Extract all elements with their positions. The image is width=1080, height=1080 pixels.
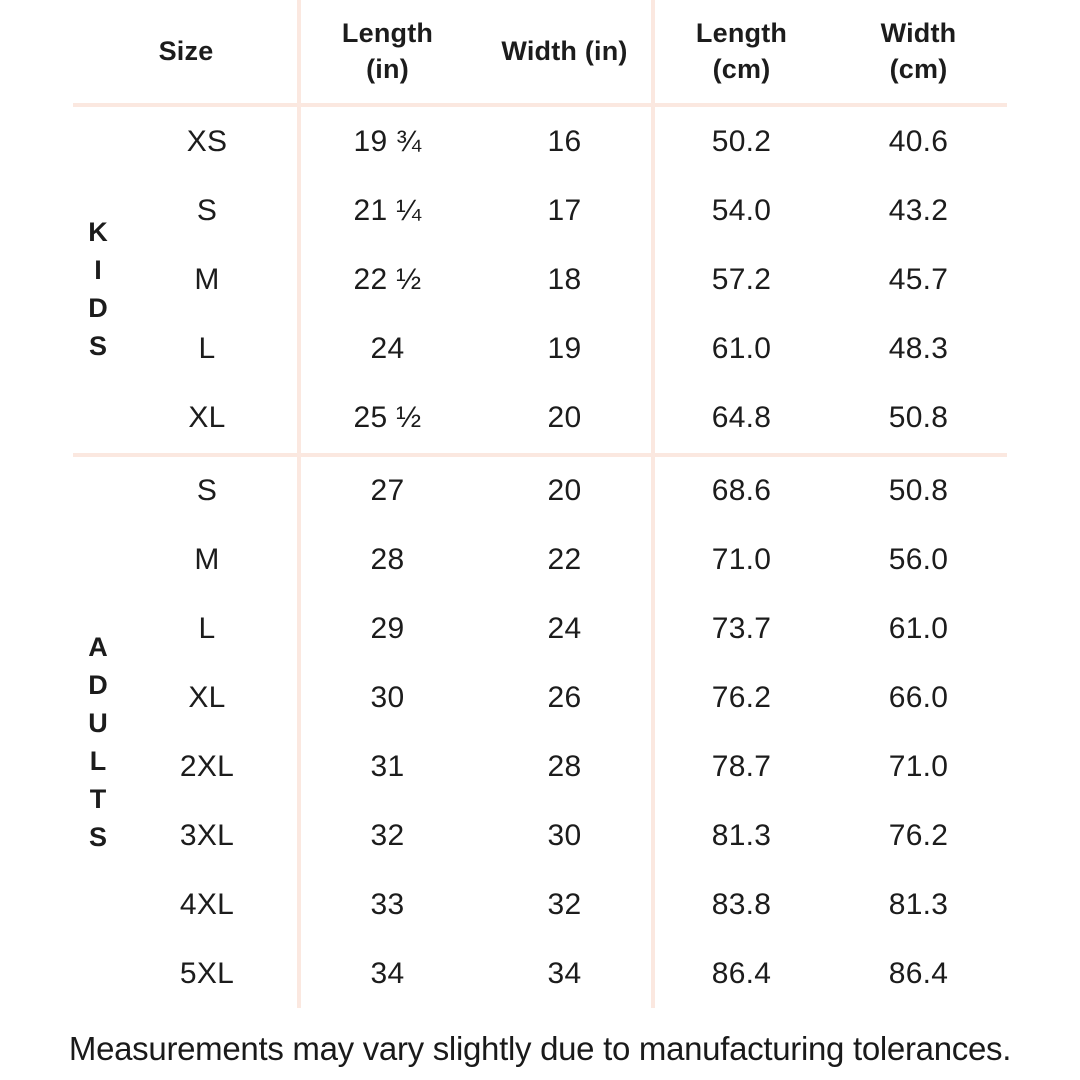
width-cm-cell: 45.7: [888, 262, 949, 296]
width-cm-cell: 81.3: [888, 887, 949, 921]
size-cell: S: [196, 193, 218, 227]
size-cell: 2XL: [179, 749, 235, 783]
width-cm-cell: 66.0: [888, 681, 949, 715]
size-cell: L: [198, 612, 216, 646]
group-label-adults: ADULTS: [83, 632, 113, 860]
group-label-kids: KIDS: [83, 217, 113, 369]
table-header: Size Length (in) Width (in) Length (cm) …: [73, 0, 1007, 103]
length-cm-cell: 68.6: [711, 474, 772, 508]
table-row: 5XL 34 34 86.4 86.4: [73, 939, 1007, 1008]
width-cm-cell: 50.8: [888, 474, 949, 508]
length-in-cell: 25 ½: [353, 401, 422, 435]
adults-section: S 27 20 68.6 50.8 M 28 22 71.0 56.0 L 29…: [73, 457, 1007, 1008]
length-cm-cell: 64.8: [711, 401, 772, 435]
length-cm-cell: 86.4: [711, 956, 772, 990]
table-row: 4XL 33 32 83.8 81.3: [73, 870, 1007, 939]
table-row: 2XL 31 28 78.7 71.0: [73, 733, 1007, 802]
width-cm-cell: 48.3: [888, 332, 949, 366]
width-in-cell: 20: [547, 401, 582, 435]
length-cm-cell: 71.0: [711, 543, 772, 577]
table-row: M 22 ½ 18 57.2 45.7: [73, 245, 1007, 314]
table-row: M 28 22 71.0 56.0: [73, 526, 1007, 595]
size-cell: XL: [188, 681, 226, 715]
table-row: L 29 24 73.7 61.0: [73, 595, 1007, 664]
width-cm-cell: 40.6: [888, 124, 949, 158]
width-cm-cell: 71.0: [888, 749, 949, 783]
width-in-cell: 22: [547, 543, 582, 577]
length-in-cell: 27: [370, 474, 405, 508]
size-cell: L: [198, 332, 216, 366]
width-in-cell: 19: [547, 332, 582, 366]
width-in-cell: 16: [547, 124, 582, 158]
header-length-in: Length (in): [341, 18, 434, 84]
length-in-cell: 22 ½: [353, 262, 422, 296]
length-in-cell: 34: [370, 956, 405, 990]
column-divider-left: [297, 0, 301, 1008]
width-cm-cell: 61.0: [888, 612, 949, 646]
width-in-cell: 18: [547, 262, 582, 296]
header-length-cm: Length (cm): [695, 18, 788, 84]
size-cell: M: [194, 543, 220, 577]
width-in-cell: 30: [547, 818, 582, 852]
length-cm-cell: 83.8: [711, 887, 772, 921]
width-in-cell: 17: [547, 193, 582, 227]
length-in-cell: 19 ¾: [353, 124, 422, 158]
length-in-cell: 21 ¼: [353, 193, 422, 227]
length-in-cell: 31: [370, 749, 405, 783]
length-cm-cell: 54.0: [711, 193, 772, 227]
kids-adults-divider: [73, 453, 1007, 457]
length-in-cell: 29: [370, 612, 405, 646]
width-in-cell: 26: [547, 681, 582, 715]
header-width-in: Width (in): [501, 35, 628, 66]
size-cell: M: [194, 262, 220, 296]
length-in-cell: 32: [370, 818, 405, 852]
length-cm-cell: 81.3: [711, 818, 772, 852]
table-row: L 24 19 61.0 48.3: [73, 315, 1007, 384]
table-row: XL 30 26 76.2 66.0: [73, 664, 1007, 733]
size-cell: XS: [186, 124, 228, 158]
table-row: XL 25 ½ 20 64.8 50.8: [73, 384, 1007, 453]
length-cm-cell: 76.2: [711, 681, 772, 715]
length-cm-cell: 61.0: [711, 332, 772, 366]
tolerance-note: Measurements may vary slightly due to ma…: [68, 1030, 1012, 1067]
width-cm-cell: 43.2: [888, 193, 949, 227]
kids-section: XS 19 ¾ 16 50.2 40.6 S 21 ¼ 17 54.0 43.2…: [73, 107, 1007, 453]
width-in-cell: 20: [547, 474, 582, 508]
size-cell: 4XL: [179, 887, 235, 921]
width-cm-cell: 56.0: [888, 543, 949, 577]
table-row: XS 19 ¾ 16 50.2 40.6: [73, 107, 1007, 176]
table-row: S 27 20 68.6 50.8: [73, 457, 1007, 526]
length-in-cell: 30: [370, 681, 405, 715]
width-in-cell: 32: [547, 887, 582, 921]
length-cm-cell: 57.2: [711, 262, 772, 296]
width-in-cell: 24: [547, 612, 582, 646]
header-size: Size: [158, 35, 214, 66]
length-in-cell: 24: [370, 332, 405, 366]
width-cm-cell: 50.8: [888, 401, 949, 435]
length-in-cell: 33: [370, 887, 405, 921]
width-in-cell: 34: [547, 956, 582, 990]
header-width-cm: Width (cm): [880, 18, 957, 84]
width-cm-cell: 86.4: [888, 956, 949, 990]
length-cm-cell: 78.7: [711, 749, 772, 783]
width-in-cell: 28: [547, 749, 582, 783]
length-cm-cell: 73.7: [711, 612, 772, 646]
length-cm-cell: 50.2: [711, 124, 772, 158]
size-cell: 5XL: [179, 956, 235, 990]
size-cell: S: [196, 474, 218, 508]
size-cell: XL: [188, 401, 226, 435]
table-row: 3XL 32 30 81.3 76.2: [73, 801, 1007, 870]
width-cm-cell: 76.2: [888, 818, 949, 852]
table-row: S 21 ¼ 17 54.0 43.2: [73, 176, 1007, 245]
header-divider: [73, 103, 1007, 107]
size-cell: 3XL: [179, 818, 235, 852]
column-divider-right: [651, 0, 655, 1008]
length-in-cell: 28: [370, 543, 405, 577]
